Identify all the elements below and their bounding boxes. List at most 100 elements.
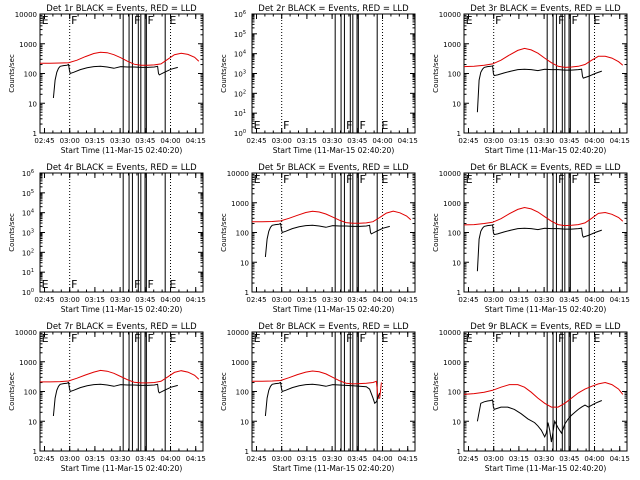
x-tick-label: 03:00: [272, 455, 292, 463]
y-tick-label: 10: [240, 259, 249, 267]
y-tick-label: 100: [448, 389, 461, 397]
flag-marker-label: F: [346, 119, 352, 132]
flag-marker-label: E: [466, 173, 473, 186]
plot-frame: [39, 172, 204, 293]
y-axis-label: Counts/sec: [220, 54, 228, 93]
x-tick-label: 02:45: [246, 137, 266, 145]
x-tick-label: 02:45: [458, 455, 478, 463]
events-series-line: [52, 63, 178, 99]
flag-marker-label: E: [42, 332, 49, 345]
y-tick-label: 106: [22, 169, 34, 178]
panel-title: Det 6r BLACK = Events, RED = LLD: [470, 163, 621, 173]
y-tick-label: 100: [236, 389, 249, 397]
flag-marker-label: E: [42, 14, 49, 27]
y-tick-label: 1000: [443, 359, 461, 367]
flag-marker-label: E: [381, 119, 388, 132]
y-tick-label: 10000: [227, 329, 249, 337]
y-tick-label: 1: [245, 448, 249, 456]
y-tick-label: 102: [234, 89, 246, 98]
y-tick-label: 106: [234, 10, 246, 19]
x-tick-label: 03:15: [85, 455, 105, 463]
x-tick-label: 03:15: [297, 137, 317, 145]
y-axis-label: Counts/sec: [432, 54, 440, 93]
x-tick-label: 04:15: [610, 137, 630, 145]
flag-marker-label: F: [283, 173, 289, 186]
x-tick-label: 03:15: [297, 296, 317, 304]
lld-series-line: [252, 370, 382, 399]
x-tick-label: 04:15: [398, 455, 418, 463]
flag-marker-label: E: [169, 14, 176, 27]
y-axis-label: Counts/sec: [220, 213, 228, 252]
y-tick-label: 1: [457, 130, 461, 138]
lld-series-line: [464, 381, 624, 408]
y-tick-label: 100: [24, 71, 37, 79]
flag-marker-label: E: [466, 14, 473, 27]
flag-marker-label: F: [495, 332, 501, 345]
x-tick-label: 04:15: [186, 455, 206, 463]
x-tick-label: 02:45: [246, 455, 266, 463]
x-tick-label: 03:00: [272, 296, 292, 304]
panel-2: Det 2r BLACK = Events, RED = LLD 100 101 10…: [220, 4, 418, 155]
x-tick-label: 03:30: [322, 455, 342, 463]
lld-series-line: [464, 47, 624, 68]
events-series-line: [264, 222, 390, 258]
x-tick-label: 03:45: [135, 296, 155, 304]
x-tick-label: 04:15: [398, 296, 418, 304]
y-axis-label: Counts/sec: [8, 372, 16, 411]
flag-marker-label: F: [283, 119, 289, 132]
flag-marker-label: E: [169, 278, 176, 291]
x-axis-label: Start Time (11-Mar-15 02:40:20): [485, 146, 607, 155]
x-tick-label: 02:45: [34, 296, 54, 304]
y-tick-label: 1000: [443, 41, 461, 49]
panel-title: Det 5r BLACK = Events, RED = LLD: [258, 163, 409, 173]
flag-marker-label: F: [495, 14, 501, 27]
flag-marker-label: E: [381, 332, 388, 345]
x-tick-label: 03:00: [484, 137, 504, 145]
y-tick-label: 100: [448, 230, 461, 238]
panel-4: Det 4r BLACK = Events, RED = LLD 100 101 10…: [8, 163, 206, 314]
panel-title: Det 4r BLACK = Events, RED = LLD: [46, 163, 197, 173]
y-tick-label: 10: [452, 259, 461, 267]
x-axis-label: Start Time (11-Mar-15 02:40:20): [273, 464, 395, 473]
x-axis-label: Start Time (11-Mar-15 02:40:20): [273, 146, 395, 155]
x-tick-label: 03:30: [110, 455, 130, 463]
x-tick-label: 04:00: [372, 455, 392, 463]
flag-marker-label: F: [360, 119, 366, 132]
x-tick-label: 03:30: [534, 296, 554, 304]
x-axis-label: Start Time (11-Mar-15 02:40:20): [485, 305, 607, 314]
flag-marker-label: F: [71, 332, 77, 345]
x-tick-label: 03:45: [135, 137, 155, 145]
y-tick-label: 1: [457, 448, 461, 456]
flag-marker-label: E: [254, 173, 261, 186]
y-tick-label: 1000: [19, 41, 37, 49]
y-tick-label: 1: [245, 289, 249, 297]
flag-marker-label: E: [381, 173, 388, 186]
y-tick-label: 103: [234, 70, 246, 79]
plot-frame: [251, 13, 416, 134]
plot-frame: [39, 331, 204, 452]
flag-marker-label: F: [495, 173, 501, 186]
y-axis-label: Counts/sec: [432, 372, 440, 411]
y-tick-label: 10: [452, 418, 461, 426]
flag-marker-label: F: [71, 14, 77, 27]
y-tick-label: 10000: [15, 329, 37, 337]
x-tick-label: 04:15: [186, 296, 206, 304]
x-tick-label: 04:00: [372, 137, 392, 145]
y-tick-label: 104: [22, 209, 34, 218]
flag-marker-label: E: [593, 332, 600, 345]
y-tick-label: 101: [22, 268, 34, 277]
y-tick-label: 1000: [231, 200, 249, 208]
flag-marker-label: E: [593, 173, 600, 186]
y-tick-label: 100: [22, 288, 34, 297]
x-tick-label: 02:45: [34, 137, 54, 145]
x-tick-label: 03:45: [347, 137, 367, 145]
y-tick-label: 10000: [439, 329, 461, 337]
y-axis-label: Counts/sec: [432, 213, 440, 252]
panel-8: Det 8r BLACK = Events, RED = LLD 1 10 100 10…: [220, 322, 418, 473]
x-tick-label: 02:45: [246, 296, 266, 304]
y-tick-label: 10: [452, 100, 461, 108]
y-tick-label: 1: [457, 289, 461, 297]
y-tick-label: 1: [33, 130, 37, 138]
x-tick-label: 04:00: [160, 296, 180, 304]
